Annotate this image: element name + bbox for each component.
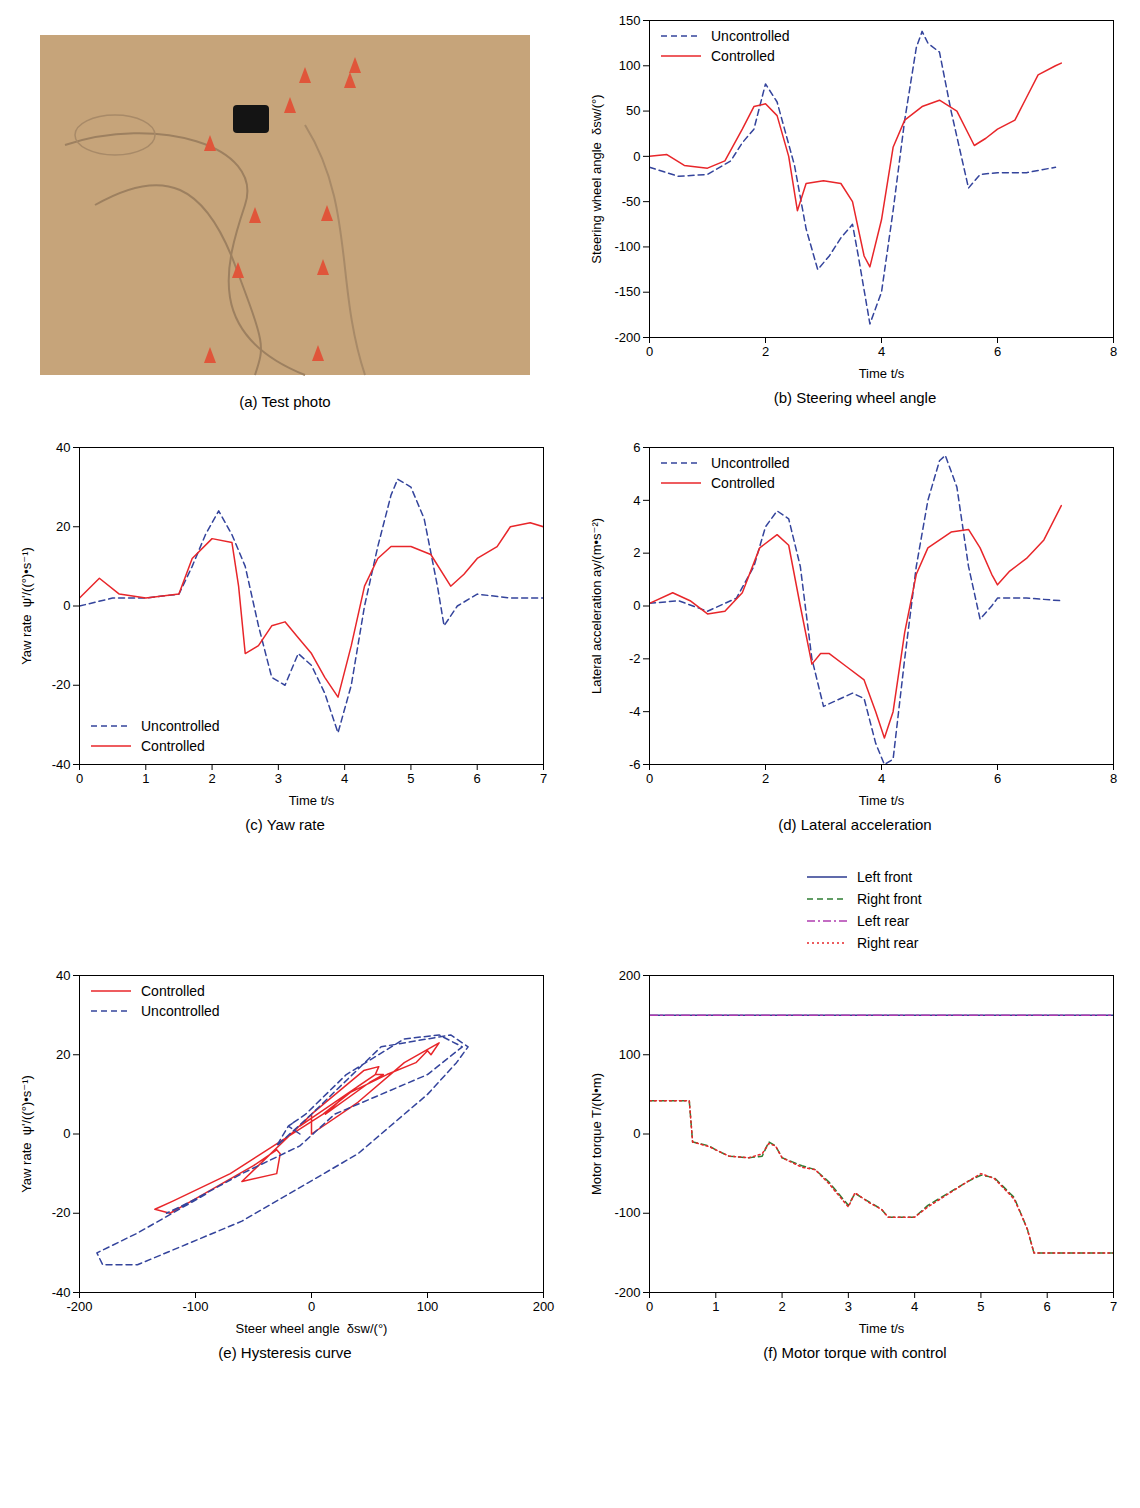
svg-text:1: 1: [142, 771, 149, 786]
html-text:(b) Steering wheel angle: (b) Steering wheel angle: [773, 389, 937, 406]
svg-text:-200: -200: [614, 330, 640, 345]
svg-text:-50: -50: [622, 194, 641, 209]
svg-text:6: 6: [1044, 1299, 1051, 1314]
svg-text:2: 2: [778, 1299, 785, 1314]
html-text:Left front: Left front: [857, 869, 913, 885]
svg-text:1: 1: [712, 1299, 719, 1314]
svg-text:5: 5: [977, 1299, 984, 1314]
svg-text:0: 0: [63, 1126, 70, 1141]
svg-text:0: 0: [633, 149, 640, 164]
html-text:Controlled: Controlled: [711, 475, 775, 491]
svg-text:200: 200: [619, 968, 641, 983]
svg-text:Time t/s: Time t/s: [859, 366, 905, 381]
svg-text:7: 7: [1110, 1299, 1117, 1314]
svg-text:Time t/s: Time t/s: [859, 1321, 905, 1336]
svg-text:6: 6: [994, 771, 1001, 786]
svg-text:Yaw rate ψ'/((°)•s⁻¹): Yaw rate ψ'/((°)•s⁻¹): [19, 1075, 34, 1193]
svg-text:100: 100: [619, 1047, 641, 1062]
svg-text:0: 0: [63, 598, 70, 613]
svg-text:0: 0: [308, 1299, 315, 1314]
svg-text:6: 6: [633, 440, 640, 455]
svg-text:0: 0: [646, 771, 653, 786]
html-text:Controlled: Controlled: [711, 48, 775, 64]
svg-text:20: 20: [56, 519, 70, 534]
html-text:Controlled: Controlled: [141, 983, 205, 999]
svg-text:Steer wheel angle δsw/(°): Steer wheel angle δsw/(°): [236, 1321, 388, 1336]
svg-text:4: 4: [633, 492, 640, 507]
svg-text:100: 100: [417, 1299, 439, 1314]
svg-text:-40: -40: [52, 757, 71, 772]
svg-text:2: 2: [762, 771, 769, 786]
svg-text:2: 2: [633, 545, 640, 560]
svg-text:4: 4: [911, 1299, 918, 1314]
html-text:Uncontrolled: Uncontrolled: [711, 28, 790, 44]
svg-text:40: 40: [56, 440, 70, 455]
html-text:(c) Yaw rate: (c) Yaw rate: [245, 816, 325, 833]
svg-text:2: 2: [762, 344, 769, 359]
svg-text:4: 4: [878, 771, 885, 786]
html-text:(a) Test photo: (a) Test photo: [239, 393, 331, 410]
svg-text:-2: -2: [629, 651, 641, 666]
svg-text:50: 50: [626, 103, 640, 118]
svg-text:40: 40: [56, 968, 70, 983]
svg-text:-100: -100: [614, 1205, 640, 1220]
html-text:Controlled: Controlled: [141, 738, 205, 754]
svg-text:-20: -20: [52, 1205, 71, 1220]
svg-text:Yaw rate ψ'/((°)•s⁻¹): Yaw rate ψ'/((°)•s⁻¹): [19, 547, 34, 665]
svg-text:8: 8: [1110, 344, 1117, 359]
svg-text:6: 6: [474, 771, 481, 786]
html-text:Uncontrolled: Uncontrolled: [141, 718, 220, 734]
svg-text:4: 4: [341, 771, 348, 786]
svg-text:100: 100: [619, 58, 641, 73]
svg-text:0: 0: [646, 1299, 653, 1314]
html-text:Right front: Right front: [857, 891, 922, 907]
svg-text:7: 7: [540, 771, 547, 786]
svg-text:Lateral acceleration ay/(m•s⁻²: Lateral acceleration ay/(m•s⁻²): [589, 518, 604, 694]
svg-text:-40: -40: [52, 1285, 71, 1300]
svg-text:-20: -20: [52, 677, 71, 692]
svg-text:0: 0: [633, 1126, 640, 1141]
html-text:Left rear: Left rear: [857, 913, 910, 929]
svg-text:5: 5: [407, 771, 414, 786]
svg-text:-100: -100: [182, 1299, 208, 1314]
svg-text:4: 4: [878, 344, 885, 359]
svg-text:-200: -200: [66, 1299, 92, 1314]
svg-text:2: 2: [208, 771, 215, 786]
svg-text:Time t/s: Time t/s: [289, 793, 335, 808]
svg-text:3: 3: [845, 1299, 852, 1314]
svg-text:Time t/s: Time t/s: [859, 793, 905, 808]
svg-text:8: 8: [1110, 771, 1117, 786]
html-text:(d) Lateral acceleration: (d) Lateral acceleration: [778, 816, 932, 833]
html-text:Uncontrolled: Uncontrolled: [711, 455, 790, 471]
svg-text:20: 20: [56, 1047, 70, 1062]
svg-text:-6: -6: [629, 757, 641, 772]
svg-text:200: 200: [533, 1299, 555, 1314]
svg-text:-200: -200: [614, 1285, 640, 1300]
svg-text:6: 6: [994, 344, 1001, 359]
html-text:Uncontrolled: Uncontrolled: [141, 1003, 220, 1019]
svg-text:3: 3: [275, 771, 282, 786]
html-text:Right rear: Right rear: [857, 935, 919, 951]
svg-text:150: 150: [619, 13, 641, 28]
svg-text:0: 0: [646, 344, 653, 359]
svg-text:0: 0: [633, 598, 640, 613]
svg-text:-100: -100: [614, 239, 640, 254]
svg-text:Steering wheel angle δsw/(°): Steering wheel angle δsw/(°): [589, 94, 604, 263]
svg-text:-4: -4: [629, 704, 641, 719]
html-text:(f) Motor torque with control: (f) Motor torque with control: [763, 1344, 947, 1361]
html-text:(e) Hysteresis curve: (e) Hysteresis curve: [218, 1344, 352, 1361]
svg-text:Motor torque T/(N•m): Motor torque T/(N•m): [589, 1073, 604, 1195]
svg-text:-150: -150: [614, 284, 640, 299]
svg-text:0: 0: [76, 771, 83, 786]
